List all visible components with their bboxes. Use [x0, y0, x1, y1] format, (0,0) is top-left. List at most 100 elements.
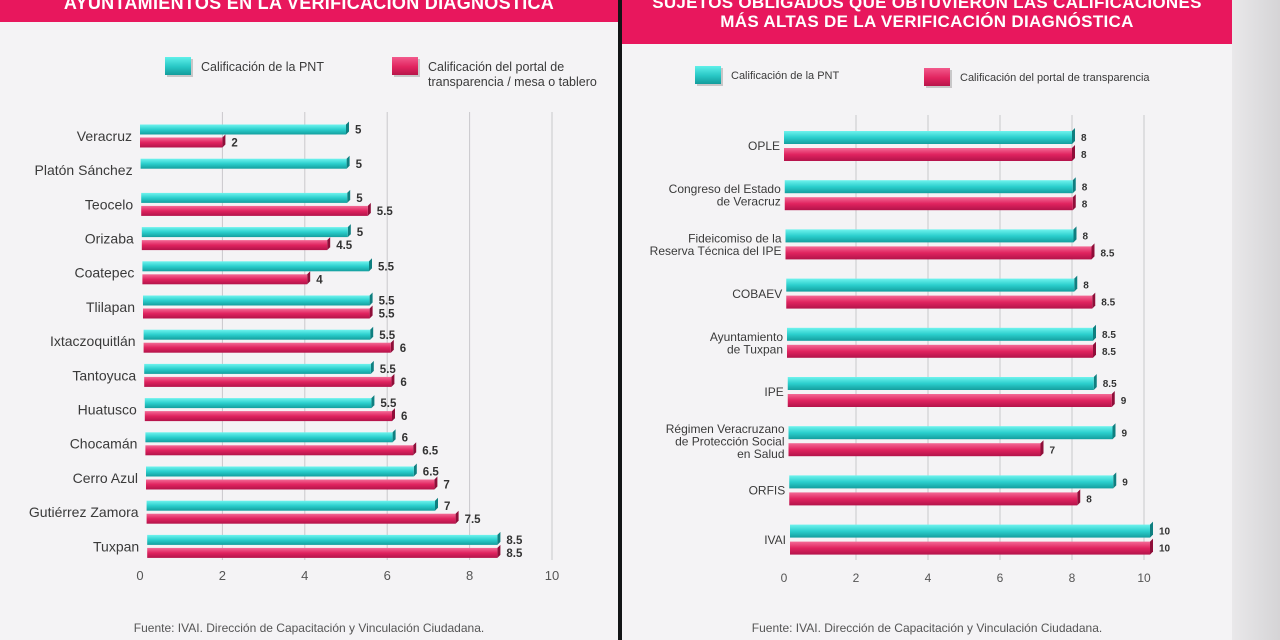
category-label: Ayuntamiento de Tuxpan — [710, 330, 783, 357]
bar-pnt — [147, 534, 498, 545]
legend-swatch-pink — [392, 57, 418, 75]
value-label-portal: 6 — [400, 343, 406, 355]
bar-portal — [143, 308, 370, 319]
value-label-portal: 8.5 — [506, 548, 523, 560]
x-tick-label: 4 — [925, 571, 932, 585]
bar-depth — [346, 155, 350, 169]
category-label: IVAI — [764, 533, 786, 547]
category-label: ORFIS — [749, 484, 786, 498]
value-label-pnt: 5.5 — [378, 261, 395, 273]
x-tick-label: 8 — [1069, 571, 1076, 585]
value-label-portal: 6 — [400, 377, 406, 389]
value-label-portal: 8.5 — [1101, 298, 1115, 309]
bar-depth — [1093, 341, 1096, 358]
bar-pnt — [787, 377, 1094, 390]
value-label-portal: 4.5 — [336, 240, 353, 252]
category-label: Veracruz — [77, 128, 132, 144]
category-label: Tlilapan — [86, 299, 135, 315]
value-label-pnt: 10 — [1159, 527, 1171, 538]
bar-depth — [413, 463, 417, 477]
value-label-portal: 7 — [1050, 445, 1056, 456]
value-label-pnt: 5.5 — [379, 330, 396, 342]
bar-portal — [145, 445, 414, 456]
bar-depth — [371, 395, 375, 409]
bar-depth — [307, 271, 311, 285]
bar-depth — [1040, 440, 1044, 457]
bar-portal — [785, 246, 1092, 260]
category-label: Ixtaczoquitlán — [50, 333, 136, 349]
bar-depth — [222, 134, 226, 148]
value-label-portal: 2 — [231, 138, 237, 150]
bar-depth — [435, 497, 438, 511]
x-tick-label: 10 — [1137, 571, 1151, 585]
bar-pnt — [146, 466, 414, 477]
value-label-portal: 6 — [401, 411, 407, 423]
bar-portal — [147, 547, 498, 558]
category-label: Gutiérrez Zamora — [29, 504, 139, 520]
bar-depth — [1072, 177, 1076, 194]
value-label-portal: 10 — [1159, 544, 1171, 555]
bar-depth — [1093, 324, 1096, 341]
bar-depth — [1072, 145, 1075, 161]
bar-depth — [367, 202, 371, 216]
x-tick-label: 6 — [997, 571, 1004, 585]
bar-chart-ayuntamientos: 0 2 4 6 8 10 Veracruz 5 2 Platón Sánchez 5 Teocelo 5… — [29, 112, 559, 583]
bar-portal — [141, 205, 368, 216]
x-tick-label: 2 — [853, 571, 860, 585]
value-label-pnt: 9 — [1122, 478, 1128, 489]
value-label-pnt: 8.5 — [506, 535, 523, 547]
legend-item-portal: Calificación del portal de transparencia — [924, 68, 1150, 86]
bar-depth — [455, 510, 459, 524]
legend-label-portal: Calificación del portal de transparencia — [960, 72, 1150, 84]
value-label-pnt: 5.5 — [379, 296, 396, 308]
bar-depth — [392, 429, 396, 443]
category-label: Cerro Azul — [73, 470, 138, 486]
legend-label-pnt: Calificación de la PNT — [731, 70, 840, 82]
value-label-pnt: 5 — [356, 193, 363, 205]
x-tick-label: 10 — [545, 568, 559, 583]
category-label: Régimen Veracruzano de Protección Social e… — [666, 422, 785, 461]
bar-depth — [391, 373, 395, 387]
bar-depth — [370, 360, 374, 374]
value-label-pnt: 8 — [1083, 232, 1089, 243]
bar-portal — [144, 376, 392, 387]
bar-pnt — [145, 432, 393, 443]
category-label: Coatepec — [74, 265, 134, 281]
bar-pnt — [787, 327, 1093, 341]
bar-portal — [146, 479, 435, 490]
category-label: COBAEV — [732, 287, 782, 301]
bar-portal — [144, 411, 392, 422]
value-label-pnt: 6.5 — [423, 467, 440, 479]
legend-swatch-pink — [924, 68, 950, 86]
bar-chart-sujetos-obligados: 0 2 4 6 8 10 OPLE 8 8 Congreso del Estado de Verac… — [650, 115, 1171, 585]
bar-depth — [1111, 391, 1115, 407]
bar-portal — [787, 394, 1112, 407]
chart-title-line1: SUJETOS OBLIGADOS QUE OBTUVIERON LAS CAL… — [652, 0, 1202, 12]
value-label-portal: 8 — [1081, 150, 1087, 161]
chart-title-line2: MÁS ALTAS DE LA VERIFICACIÓN DIAGNÓSTICA — [720, 12, 1134, 31]
value-label-portal: 8.5 — [1101, 249, 1115, 260]
bar-pnt — [143, 329, 371, 340]
bar-depth — [1112, 423, 1116, 440]
bar-portal — [784, 197, 1073, 211]
background-strip — [1232, 0, 1280, 640]
category-label: Huatusco — [78, 402, 137, 418]
category-label: Platón Sánchez — [35, 162, 133, 178]
bar-depth — [1113, 472, 1117, 489]
value-label-pnt: 8.5 — [1103, 379, 1117, 390]
category-label: Tantoyuca — [72, 367, 136, 383]
value-label-portal: 6.5 — [422, 445, 439, 457]
bar-depth — [346, 121, 349, 135]
bar-depth — [369, 305, 373, 319]
legend-swatch-teal — [695, 66, 721, 84]
bar-portal — [784, 148, 1072, 161]
bar-pnt — [790, 524, 1150, 538]
x-tick-label: 2 — [219, 568, 226, 583]
value-label-portal: 5.5 — [379, 309, 396, 321]
x-tick-label: 6 — [384, 568, 391, 583]
value-label-pnt: 5 — [356, 159, 363, 171]
value-label-pnt: 5 — [357, 227, 364, 239]
chart-title-banner: SUJETOS OBLIGADOS QUE OBTUVIERON LAS CAL… — [622, 0, 1232, 44]
bar-depth — [390, 339, 394, 353]
value-label-pnt: 5.5 — [380, 364, 397, 376]
